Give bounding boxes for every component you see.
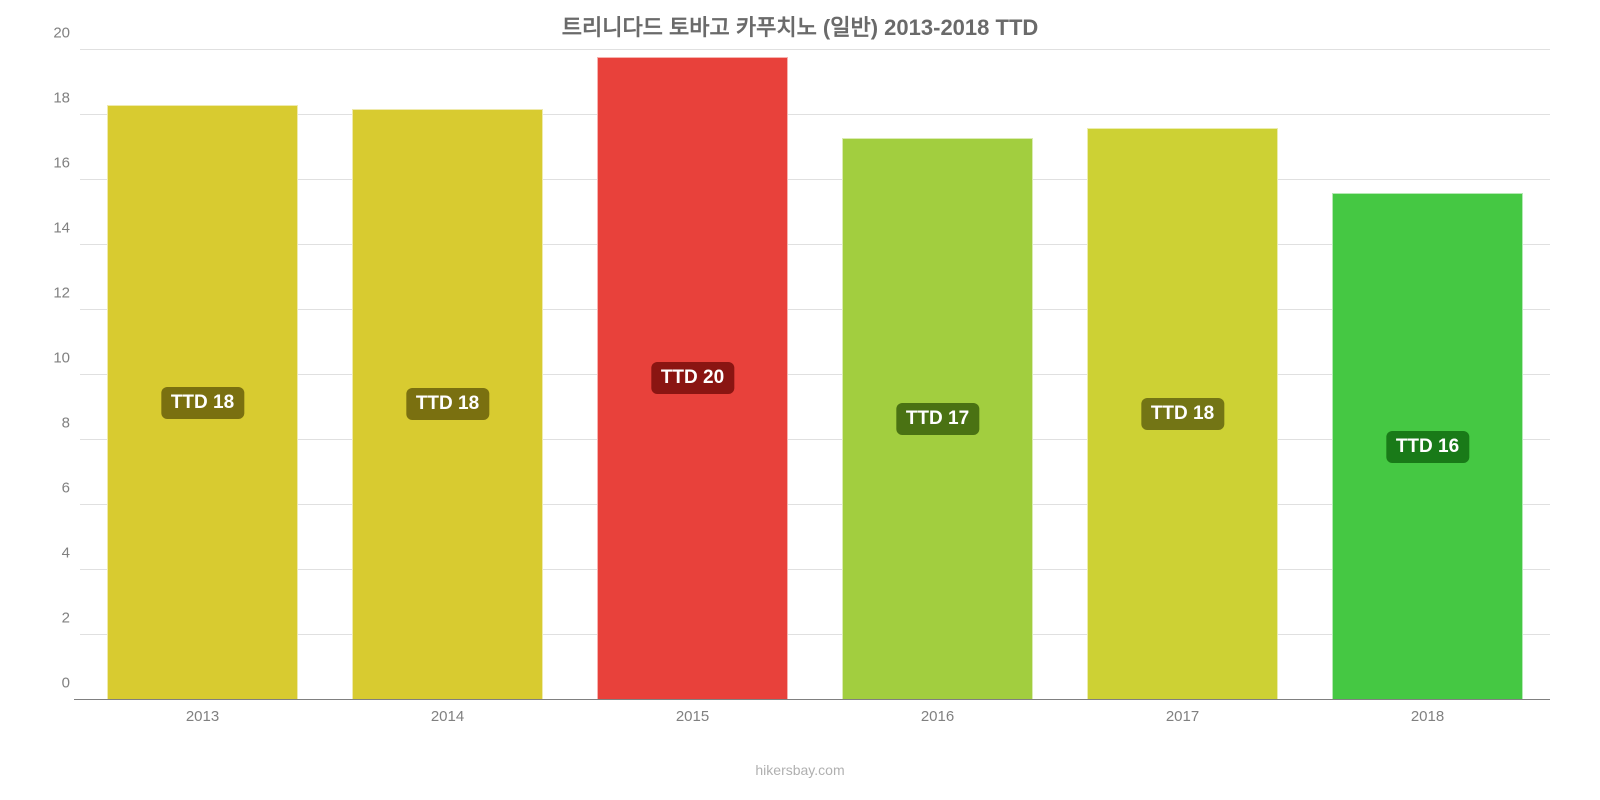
bar: TTD 18: [1087, 128, 1278, 700]
bar-slot: TTD 172016: [815, 50, 1060, 700]
y-tick-label: 6: [62, 480, 70, 497]
y-tick-label: 20: [53, 25, 70, 42]
x-tick-label: 2016: [921, 708, 954, 725]
bar-slot: TTD 202015: [570, 50, 815, 700]
bar: TTD 18: [352, 109, 543, 701]
y-tick-label: 0: [62, 675, 70, 692]
bar: TTD 20: [597, 57, 788, 701]
bar: TTD 17: [842, 138, 1033, 700]
bar-chart: 트리니다드 토바고 카푸치노 (일반) 2013-2018 TTD 0 2 4 6 8 1…: [40, 10, 1560, 780]
bar: TTD 18: [107, 105, 298, 700]
y-tick-label: 4: [62, 545, 70, 562]
y-tick-label: 14: [53, 220, 70, 237]
y-tick-label: 10: [53, 350, 70, 367]
y-tick-label: 8: [62, 415, 70, 432]
y-tick-label: 2: [62, 610, 70, 627]
x-tick-label: 2018: [1411, 708, 1444, 725]
y-tick-label: 12: [53, 285, 70, 302]
bar-slot: TTD 182014: [325, 50, 570, 700]
y-tick-label: 16: [53, 155, 70, 172]
y-tick-label: 18: [53, 90, 70, 107]
chart-title: 트리니다드 토바고 카푸치노 (일반) 2013-2018 TTD: [40, 10, 1560, 42]
bar-slot: TTD 162018: [1305, 50, 1550, 700]
bar-value-label: TTD 18: [1141, 398, 1224, 430]
bar: TTD 16: [1332, 193, 1523, 700]
bar-value-label: TTD 16: [1386, 431, 1469, 463]
x-tick-label: 2017: [1166, 708, 1199, 725]
x-tick-label: 2013: [186, 708, 219, 725]
source-label: hikersbay.com: [40, 762, 1560, 778]
bar-slot: TTD 182017: [1060, 50, 1305, 700]
x-axis-baseline: [74, 699, 1550, 700]
x-tick-label: 2015: [676, 708, 709, 725]
plot-area: 02468101214161820 TTD 182013TTD 182014TT…: [80, 50, 1550, 730]
bar-slot: TTD 182013: [80, 50, 325, 700]
bars-row: TTD 182013TTD 182014TTD 202015TTD 172016…: [80, 50, 1550, 700]
bar-value-label: TTD 18: [406, 388, 489, 420]
x-tick-label: 2014: [431, 708, 464, 725]
bar-value-label: TTD 18: [161, 387, 244, 419]
bar-value-label: TTD 17: [896, 403, 979, 435]
bar-value-label: TTD 20: [651, 362, 734, 394]
